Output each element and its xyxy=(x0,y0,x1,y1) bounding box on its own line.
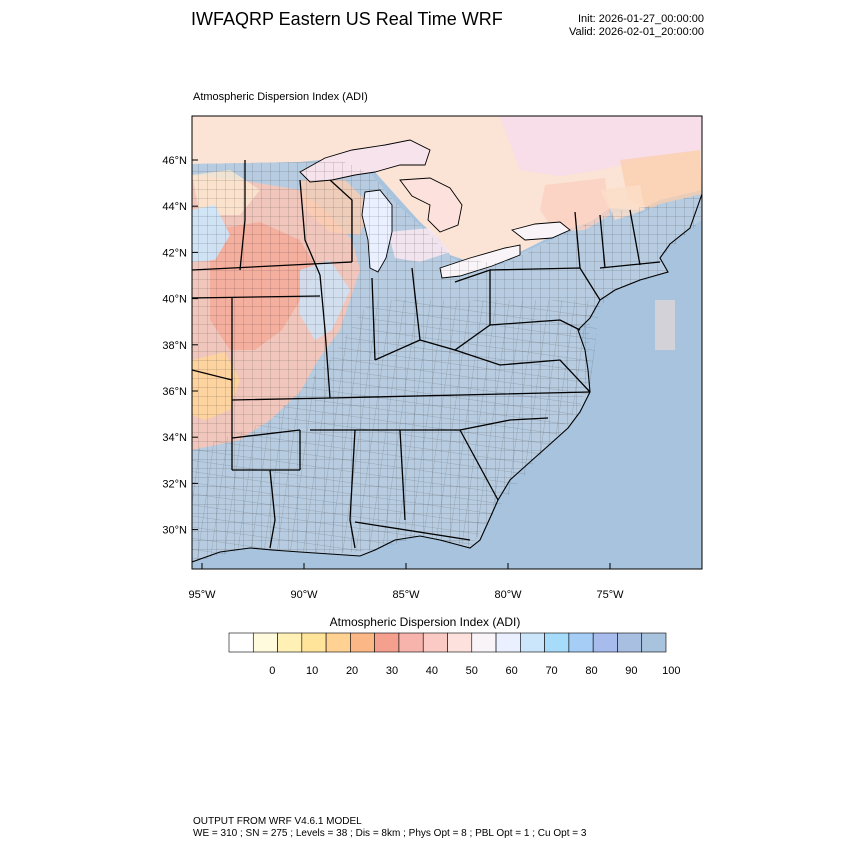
colorbar-label: 10 xyxy=(306,665,318,677)
model-footer: OUTPUT FROM WRF V4.6.1 MODEL WE = 310 ; … xyxy=(193,816,586,840)
lat-label: 46°N xyxy=(162,155,187,167)
colorbar-swatch xyxy=(301,632,327,653)
colorbar-swatch xyxy=(422,632,448,653)
lake-ontario xyxy=(510,221,571,241)
lat-label: 42°N xyxy=(162,247,187,259)
colorbar-swatch xyxy=(471,632,497,653)
lat-label: 40°N xyxy=(162,294,187,306)
colorbar-label: 80 xyxy=(585,665,597,677)
lon-label: 75°W xyxy=(596,589,624,601)
valid-time: Valid: 2026-02-01_20:00:00 xyxy=(569,26,704,38)
latitude-axis: 46°N 44°N 42°N 40°N 38°N 36°N 34°N 32°N 30°N xyxy=(162,155,198,537)
colorbar-label: 20 xyxy=(346,665,358,677)
lat-label: 36°N xyxy=(162,386,187,398)
colorbar-swatch xyxy=(277,632,303,653)
lat-label: 34°N xyxy=(162,432,187,444)
colorbar-label: 50 xyxy=(466,665,478,677)
colorbar-swatch xyxy=(228,632,254,653)
lat-label: 32°N xyxy=(162,478,187,490)
colorbar-label: 90 xyxy=(625,665,637,677)
init-time: Init: 2026-01-27_00:00:00 xyxy=(578,13,704,25)
colorbar-swatch xyxy=(568,632,594,653)
field-title: Atmospheric Dispersion Index (ADI) xyxy=(193,91,368,103)
colorbar-swatch xyxy=(398,632,424,653)
colorbar-swatch xyxy=(350,632,375,653)
lon-label: 95°W xyxy=(188,589,216,601)
lake-huron xyxy=(399,177,463,233)
colorbar-swatch xyxy=(447,632,473,653)
colorbar-swatch xyxy=(641,632,667,653)
colorbar-swatch xyxy=(325,632,351,653)
colorbar-swatch xyxy=(495,632,521,653)
lon-label: 80°W xyxy=(494,589,522,601)
state-boundaries xyxy=(192,160,661,549)
footer-config-line: WE = 310 ; SN = 275 ; Levels = 38 ; Dis … xyxy=(193,828,587,839)
coastline xyxy=(192,193,702,563)
lat-label: 30°N xyxy=(162,525,187,537)
colorbar-label: 40 xyxy=(426,665,438,677)
longitude-axis: 95°W 90°W 85°W 80°W 75°W xyxy=(188,563,624,601)
colorbar-label: 100 xyxy=(662,665,680,677)
colorbar-swatch xyxy=(374,632,400,653)
colorbar-swatch xyxy=(520,632,545,653)
map-frame xyxy=(191,115,703,570)
colorbar-label: 30 xyxy=(386,665,398,677)
map-panel xyxy=(192,116,702,569)
lon-label: 85°W xyxy=(392,589,420,601)
footer-model-line: OUTPUT FROM WRF V4.6.1 MODEL xyxy=(193,816,362,827)
colorbar-swatch xyxy=(544,632,570,653)
colorbar-title: Atmospheric Dispersion Index (ADI) xyxy=(329,615,521,629)
colorbar-swatch xyxy=(252,632,278,653)
lat-label: 44°N xyxy=(162,201,187,213)
colorbar-swatch xyxy=(592,632,618,653)
lon-label: 90°W xyxy=(290,589,318,601)
colorbar-label: 0 xyxy=(269,665,275,677)
run-info: Init: 2026-01-27_00:00:00 Valid: 2026-02… xyxy=(569,13,704,39)
plot-title: IWFAQRP Eastern US Real Time WRF xyxy=(191,9,503,29)
colorbar-swatch xyxy=(617,632,643,653)
colorbar-label: 70 xyxy=(545,665,557,677)
lat-label: 38°N xyxy=(162,340,187,352)
colorbar: 0 10 20 30 40 50 60 70 80 90 100 xyxy=(228,632,680,677)
colorbar-label: 60 xyxy=(506,665,518,677)
